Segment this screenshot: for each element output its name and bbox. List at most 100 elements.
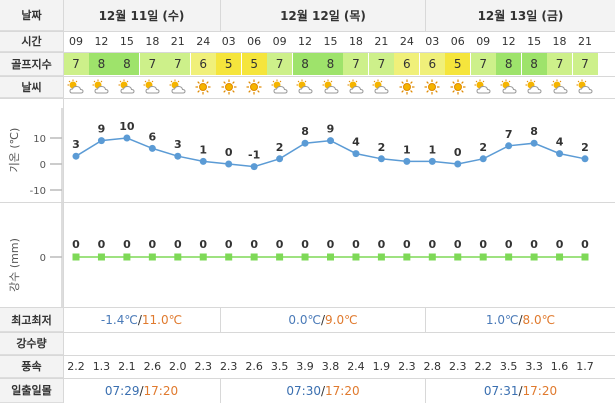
precipitation-data-label: 0 <box>149 238 157 251</box>
golf-index-cell: 7 <box>267 52 293 75</box>
row-label-rainfall: 강수량 <box>0 332 63 355</box>
hour-cell: 15 <box>323 35 338 48</box>
wind-cell: 2.3 <box>219 360 238 373</box>
precipitation-point <box>72 253 80 261</box>
sun-icon <box>191 77 215 97</box>
date-header-1: 12월 11일 (수) <box>63 0 220 31</box>
temperature-point <box>428 157 436 165</box>
max-temp: 9.0℃ <box>325 313 358 327</box>
partly-cloudy-icon <box>548 77 572 97</box>
golf-index-cell: 8 <box>114 52 140 75</box>
partly-cloudy-icon <box>293 77 317 97</box>
temperature-point <box>148 144 156 152</box>
divider <box>0 202 615 203</box>
hour-cell: 18 <box>348 35 363 48</box>
golf-index-cell: 6 <box>190 52 216 75</box>
golf-index-cell: 7 <box>343 52 369 75</box>
partly-cloudy-icon <box>471 77 495 97</box>
golf-index-cell: 8 <box>496 52 522 75</box>
sun-day-3: 07:31/17:20 <box>483 383 558 398</box>
temperature-data-label: 2 <box>378 141 386 154</box>
temperature-data-label: 10 <box>119 120 135 133</box>
precipitation-point <box>250 253 258 261</box>
precipitation-point <box>97 253 105 261</box>
temperature-point <box>505 142 513 150</box>
temperature-point <box>479 155 487 163</box>
sun-icon <box>446 77 470 97</box>
sunset-time: 17:20 <box>325 383 360 398</box>
precipitation-data-label: 0 <box>581 238 589 251</box>
max-temp: 11.0℃ <box>141 313 183 327</box>
temperature-data-label: 9 <box>327 123 335 136</box>
temperature-point <box>174 152 182 160</box>
sun-icon <box>242 77 266 97</box>
hour-cell: 09 <box>69 35 83 48</box>
partly-cloudy-icon <box>115 77 139 97</box>
partly-cloudy-icon <box>573 77 597 97</box>
wind-cell: 2.6 <box>143 360 162 373</box>
precipitation-data-label: 0 <box>225 238 233 251</box>
date-header-2: 12월 12일 (목) <box>221 0 425 31</box>
temperature-point <box>352 150 360 158</box>
precipitation-point <box>276 253 284 261</box>
wind-cell: 2.6 <box>245 360 263 373</box>
wind-cell: 1.9 <box>372 360 391 373</box>
temperature-data-label: 0 <box>454 146 462 159</box>
temperature-data-label: 1 <box>199 143 207 156</box>
temperature-data-label: 6 <box>149 130 157 143</box>
sun-icon <box>217 77 241 97</box>
wind-cell: 2.3 <box>194 360 213 373</box>
temperature-data-label: 2 <box>581 141 589 154</box>
golf-index-cell: 8 <box>88 52 114 75</box>
golf-index-cell: 7 <box>63 52 89 75</box>
minmax-day-2: 0.0℃/9.0℃ <box>288 313 358 327</box>
precipitation-point <box>327 253 334 261</box>
sunrise-time: 07:29 <box>104 383 140 398</box>
partly-cloudy-icon <box>497 77 521 97</box>
hour-cell: 24 <box>399 35 414 48</box>
y-tick-label: 10 <box>33 134 46 145</box>
partly-cloudy-icon <box>268 77 292 97</box>
row-label-date: 날짜 <box>0 0 63 31</box>
wind-cell: 1.7 <box>576 360 594 373</box>
temperature-point <box>581 155 589 163</box>
golf-index-cell: 5 <box>241 52 267 75</box>
min-temp: 1.0℃ <box>485 313 519 327</box>
temperature-point <box>454 160 462 168</box>
precipitation-point <box>301 253 309 261</box>
precipitation-data-label: 0 <box>530 238 538 251</box>
divider <box>0 332 615 333</box>
precipitation-point <box>352 253 360 261</box>
divider <box>220 308 221 332</box>
golf-index-cell: 7 <box>470 52 496 75</box>
divider <box>425 0 426 31</box>
hour-cell: 18 <box>145 35 160 48</box>
divider <box>0 52 615 53</box>
sun-icon <box>395 77 419 97</box>
temperature-data-label: 4 <box>556 136 564 149</box>
y-axis-label: 강수 (mm) <box>8 238 21 292</box>
temperature-data-label: 8 <box>530 125 538 138</box>
divider <box>220 0 221 31</box>
temperature-data-label: 1 <box>403 143 411 156</box>
min-temp: 0.0℃ <box>288 313 321 327</box>
partly-cloudy-icon <box>89 77 113 97</box>
row-label-sunrise-sunset: 일출일몰 <box>0 378 63 403</box>
precipitation-data-label: 0 <box>174 238 182 251</box>
date-header-3: 12월 13일 (금) <box>426 0 615 31</box>
precipitation-data-label: 0 <box>403 238 411 251</box>
sun-day-2: 07:30/17:20 <box>286 383 360 398</box>
precipitation-point <box>530 253 538 261</box>
wind-cell: 1.3 <box>92 360 111 373</box>
y-tick-label: -10 <box>30 186 46 197</box>
sunrise-time: 07:30 <box>286 383 321 398</box>
hour-cell: 18 <box>552 35 567 48</box>
wind-cell: 2.4 <box>347 360 365 373</box>
row-label-weather: 날씨 <box>0 76 63 98</box>
hour-cell: 24 <box>196 35 211 48</box>
golf-index-cell: 6 <box>419 52 445 75</box>
wind-cell: 2.0 <box>169 360 187 373</box>
divider <box>425 378 426 403</box>
